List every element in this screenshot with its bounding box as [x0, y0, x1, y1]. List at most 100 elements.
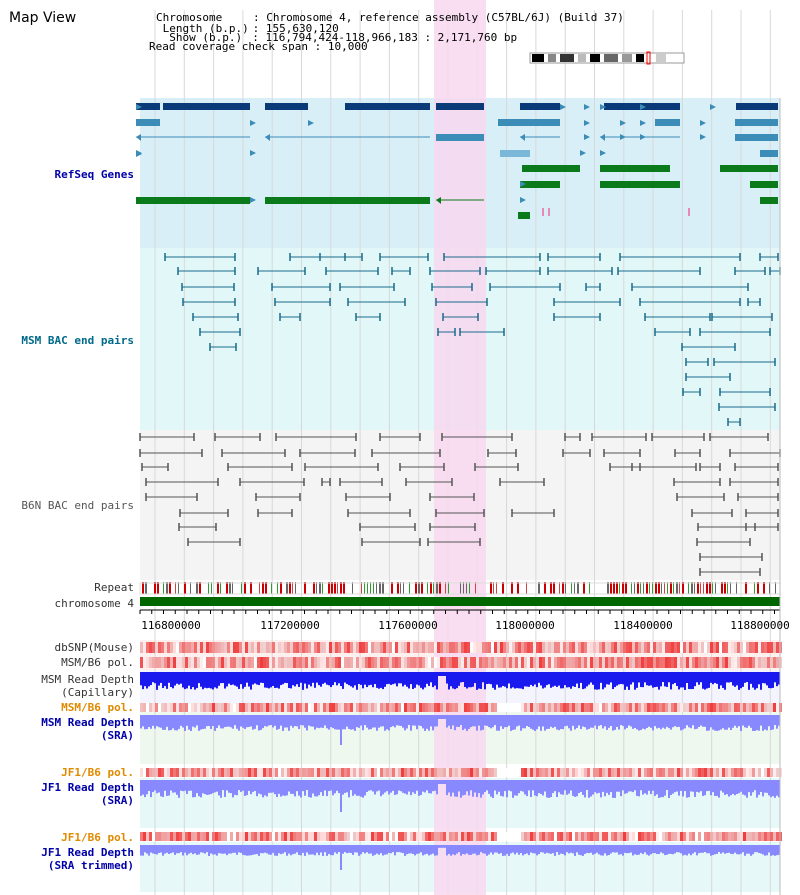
- msm-depth-capillary-bar: [596, 672, 598, 690]
- jf1-depth-trim-bar: [650, 845, 652, 855]
- msm-b6-pol-heat: [728, 657, 731, 668]
- msm-depth-sra-bar: [578, 715, 580, 726]
- jf1-depth-trim-bar: [360, 845, 362, 855]
- msm-depth-sra-bar: [398, 715, 400, 726]
- jf1-depth-trim-bar: [662, 845, 664, 854]
- msm-depth-sra-bar: [372, 715, 374, 728]
- dbsnp-heat: [536, 642, 539, 653]
- track-label-b6n-bac[interactable]: B6N BAC end pairs: [21, 499, 134, 512]
- jf1-b6-pol-heat: [329, 832, 332, 841]
- dbsnp-heat: [656, 642, 659, 653]
- msm-depth-sra-bar: [492, 715, 494, 728]
- jf1-depth-trim-bar: [380, 845, 382, 854]
- jf1-depth-sra-bar: [444, 780, 446, 784]
- jf1-depth-sra-bar: [738, 780, 740, 794]
- msm-b6-pol-heat: [710, 703, 713, 712]
- jf1-b6-pol-heat: [392, 768, 395, 777]
- dbsnp-heat: [710, 642, 713, 653]
- jf1-b6-pol-heat: [674, 768, 677, 777]
- repeat-mark: [445, 582, 446, 594]
- msm-depth-sra-bar: [476, 715, 478, 731]
- msm-depth-capillary-bar: [632, 672, 634, 683]
- track-label-msm-depth-capillary: MSM Read Depth (Capillary): [41, 673, 134, 699]
- repeat-mark: [655, 582, 657, 594]
- jf1-depth-sra-bar: [188, 780, 190, 791]
- msm-b6-pol-heat: [194, 657, 197, 668]
- jf1-b6-pol-heat: [536, 832, 539, 841]
- jf1-depth-sra-bar: [358, 780, 360, 796]
- msm-b6-pol-heat: [704, 703, 707, 712]
- jf1-b6-pol-heat: [464, 768, 467, 777]
- msm-b6-pol-heat: [656, 703, 659, 712]
- jf1-depth-sra-bar: [498, 780, 500, 792]
- repeat-mark: [259, 582, 260, 594]
- msm-depth-sra-bar: [300, 715, 302, 726]
- jf1-b6-pol-heat: [692, 768, 695, 777]
- msm-depth-sra-bar: [530, 715, 532, 729]
- jf1-depth-trim-bar: [522, 845, 524, 856]
- jf1-depth-sra-bar: [674, 780, 676, 793]
- dbsnp-heat: [314, 642, 317, 653]
- msm-depth-sra-bar: [696, 715, 698, 729]
- dbsnp-heat: [653, 642, 656, 653]
- msm-b6-pol-heat: [659, 703, 662, 712]
- repeat-mark: [316, 582, 317, 594]
- jf1-b6-pol-heat: [632, 768, 635, 777]
- jf1-depth-trim-bar: [204, 845, 206, 854]
- jf1-b6-pol-heat: [326, 768, 329, 777]
- repeat-mark: [319, 582, 321, 594]
- msm-depth-sra-bar: [580, 715, 582, 730]
- msm-depth-sra-bar: [748, 715, 750, 726]
- dbsnp-heat: [587, 642, 590, 653]
- msm-b6-pol-heat: [350, 657, 353, 668]
- msm-depth-sra-bar: [340, 715, 342, 745]
- jf1-b6-pol-heat: [671, 768, 674, 777]
- dbsnp-heat: [635, 642, 638, 653]
- msm-b6-pol-heat: [734, 657, 737, 668]
- msm-b6-pol-heat: [470, 657, 473, 668]
- track-label-dbsnp: dbSNP(Mouse): [54, 641, 134, 654]
- msm-depth-capillary-bar: [472, 672, 474, 687]
- jf1-depth-trim-bar: [468, 845, 470, 855]
- msm-b6-pol-heat: [512, 657, 515, 668]
- repeat-mark: [265, 582, 267, 594]
- jf1-b6-pol-heat: [767, 832, 770, 841]
- axis-tick-label: 117600000: [378, 619, 438, 632]
- msm-depth-capillary-bar: [382, 672, 384, 690]
- jf1-b6-pol-heat: [251, 832, 254, 841]
- jf1-depth-trim-bar: [734, 845, 736, 853]
- jf1-depth-trim-bar: [190, 845, 192, 853]
- jf1-depth-sra-bar: [570, 780, 572, 791]
- jf1-depth-trim-bar: [410, 845, 412, 854]
- jf1-depth-trim-bar: [390, 845, 392, 854]
- msm-depth-capillary-bar: [474, 672, 476, 684]
- msm-depth-sra-bar: [384, 715, 386, 731]
- jf1-b6-pol-heat: [581, 832, 584, 841]
- msm-depth-capillary-bar: [770, 672, 772, 689]
- repeat-mark: [463, 582, 464, 594]
- msm-b6-pol-heat: [401, 703, 404, 712]
- msm-b6-pol-heat: [506, 657, 509, 668]
- jf1-depth-sra-bar: [630, 780, 632, 792]
- msm-depth-sra-bar: [750, 715, 752, 728]
- msm-depth-sra-bar: [236, 715, 238, 729]
- jf1-depth-sra-bar: [628, 780, 630, 792]
- msm-depth-sra-bar: [262, 715, 264, 729]
- msm-depth-sra-bar: [716, 715, 718, 731]
- msm-b6-pol-heat: [752, 703, 755, 712]
- msm-b6-pol-heat: [197, 703, 200, 712]
- jf1-depth-sra-bar: [372, 780, 374, 792]
- jf1-depth-sra-bar: [412, 780, 414, 793]
- msm-depth-capillary-bar: [500, 672, 502, 688]
- track-label-refseq[interactable]: RefSeq Genes: [54, 168, 134, 181]
- msm-depth-sra-bar: [350, 715, 352, 730]
- jf1-depth-sra-bar: [672, 780, 674, 794]
- track-label-msm-bac[interactable]: MSM BAC end pairs: [21, 334, 134, 347]
- jf1-depth-sra-bar: [518, 780, 520, 794]
- jf1-b6-pol-heat: [410, 832, 413, 841]
- dbsnp-heat: [590, 642, 593, 653]
- msm-depth-capillary-bar: [378, 672, 380, 689]
- jf1-b6-pol-heat: [719, 832, 722, 841]
- jf1-b6-pol-heat: [731, 768, 734, 777]
